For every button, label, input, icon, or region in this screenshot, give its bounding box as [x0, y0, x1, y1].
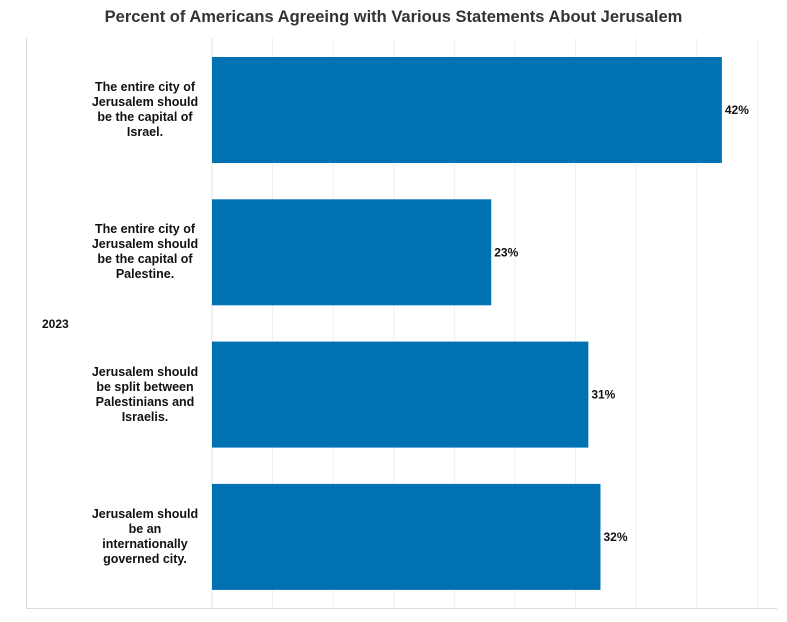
bar-3[interactable] — [212, 341, 589, 448]
category-label-4: Jerusalem should be an internationally g… — [91, 507, 199, 566]
category-label-3: Jerusalem should be split between Palest… — [91, 365, 199, 424]
bar-2[interactable] — [212, 199, 492, 306]
category-label-2: The entire city of Jerusalem should be t… — [91, 222, 199, 281]
category-label-1: The entire city of Jerusalem should be t… — [91, 80, 199, 139]
bar-value-label-1: 42% — [725, 103, 749, 117]
bar-value-label-3: 31% — [591, 388, 615, 402]
group-label: 2023 — [42, 317, 69, 331]
bar-value-label-2: 23% — [494, 245, 518, 259]
bar-1[interactable] — [212, 57, 722, 163]
bar-value-label-4: 32% — [603, 530, 627, 544]
plot-frame — [26, 38, 777, 609]
bar-4[interactable] — [212, 483, 601, 590]
chart-title: Percent of Americans Agreeing with Vario… — [104, 8, 683, 26]
